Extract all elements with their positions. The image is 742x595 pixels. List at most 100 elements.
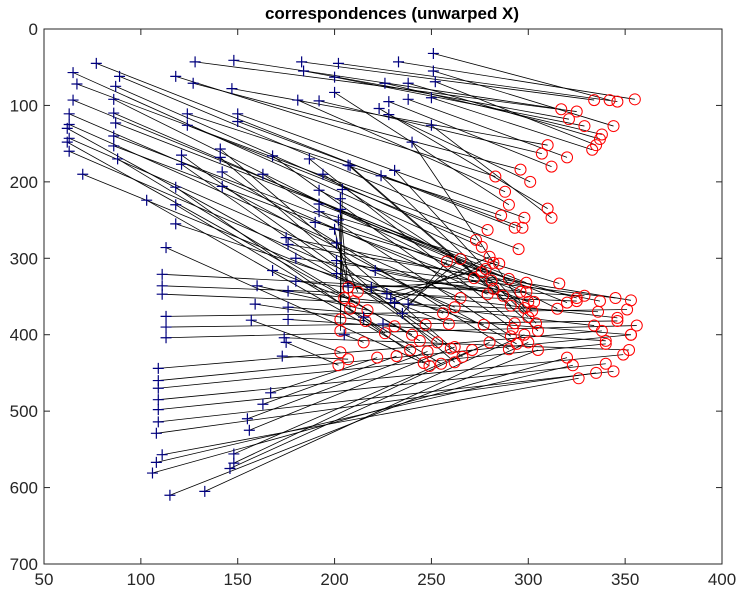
plus-marker (90, 57, 102, 69)
plus-marker (226, 83, 238, 95)
correspondence-line (165, 247, 424, 364)
circle-marker (603, 94, 616, 107)
circle-marker (435, 357, 448, 370)
circle-marker (504, 299, 517, 312)
circle-marker (475, 240, 488, 253)
plus-marker (313, 206, 325, 218)
markers (61, 47, 643, 501)
correspondence-line (156, 372, 597, 434)
plus-marker (110, 117, 122, 129)
plus-marker (267, 265, 279, 277)
plus-marker (329, 223, 341, 235)
correspondence-line (67, 141, 413, 336)
correspondence-line (284, 337, 630, 351)
plus-marker (170, 70, 182, 82)
correspondence-line (69, 124, 461, 299)
circle-marker (442, 318, 455, 331)
plus-marker (267, 150, 279, 162)
circle-marker (512, 243, 525, 256)
correspondence-line (251, 319, 341, 353)
correspondence-line (390, 262, 494, 300)
correspondence-line (297, 99, 506, 193)
plus-marker (402, 77, 414, 89)
correspondence-line (175, 186, 430, 367)
plus-marker (181, 108, 193, 120)
plus-marker (298, 65, 310, 77)
circle-marker (481, 224, 494, 237)
plus-marker (170, 218, 182, 230)
correspondence-line (152, 357, 568, 474)
correspondence-line (318, 189, 558, 310)
plus-marker (392, 56, 404, 68)
plus-marker (152, 404, 164, 416)
circle-marker (578, 120, 591, 133)
plus-marker (344, 160, 356, 172)
circle-marker (487, 256, 500, 269)
correspondence-line (222, 171, 510, 350)
plus-marker (265, 387, 277, 399)
correspondence-line (162, 273, 585, 297)
plus-marker (369, 265, 381, 277)
correspondence-line (96, 63, 515, 229)
circle-marker (607, 365, 620, 378)
correspondence-line (175, 76, 496, 177)
circle-marker (479, 262, 492, 275)
plus-marker (396, 307, 408, 319)
axis-ticks: 50 100 150 200 250 300 350 400 0 100 200 300 400 500 6… (10, 20, 737, 589)
x-tick-label: 200 (320, 570, 348, 589)
plus-marker (249, 298, 261, 310)
correspondence-line (222, 186, 517, 345)
correspondence-line (431, 124, 552, 219)
circle-marker (454, 292, 467, 305)
correspondence-line (270, 357, 378, 394)
circle-marker (417, 356, 430, 369)
plus-marker (375, 170, 387, 182)
circle-marker (520, 285, 533, 298)
plus-marker (427, 65, 439, 77)
plus-marker (114, 70, 126, 82)
circle-marker (448, 356, 461, 369)
plus-marker (152, 362, 164, 374)
circle-marker (334, 346, 347, 359)
correspondence-line (388, 114, 531, 183)
circle-marker (404, 344, 417, 356)
circle-marker (522, 336, 535, 349)
correspondence-line (158, 334, 631, 381)
circle-marker (570, 105, 583, 118)
plus-marker (377, 318, 389, 330)
correspondence-line (433, 70, 614, 127)
circle-marker (518, 301, 531, 314)
circle-marker (423, 360, 436, 373)
circle-marker (495, 209, 508, 222)
circle-marker (390, 350, 403, 363)
plus-marker (152, 416, 164, 428)
x-tick-label: 250 (417, 570, 445, 589)
circle-marker (545, 160, 558, 173)
plus-marker (331, 268, 343, 280)
plus-marker (110, 80, 122, 92)
plus-marker (282, 239, 294, 251)
correspondence-line (318, 211, 560, 284)
circle-marker (502, 272, 515, 285)
plus-marker (160, 321, 172, 333)
correspondence-line (344, 334, 364, 343)
plus-marker (331, 255, 343, 267)
plus-marker (108, 130, 120, 142)
circle-marker (489, 170, 502, 183)
plus-marker (176, 149, 188, 161)
circle-marker (553, 277, 566, 290)
correspondence-line (119, 76, 488, 231)
plus-marker (373, 102, 385, 114)
correspondence-line (113, 112, 482, 273)
correspondence-line (158, 363, 606, 411)
correspondence-line (349, 165, 512, 306)
correspondence-line (272, 155, 514, 329)
circle-marker (561, 151, 574, 164)
circle-marker (499, 185, 512, 198)
plus-marker (216, 180, 228, 192)
plus-marker (67, 67, 79, 79)
plus-marker (71, 78, 83, 90)
circle-marker (561, 351, 574, 364)
plus-marker (389, 297, 401, 309)
circle-marker (514, 163, 527, 176)
